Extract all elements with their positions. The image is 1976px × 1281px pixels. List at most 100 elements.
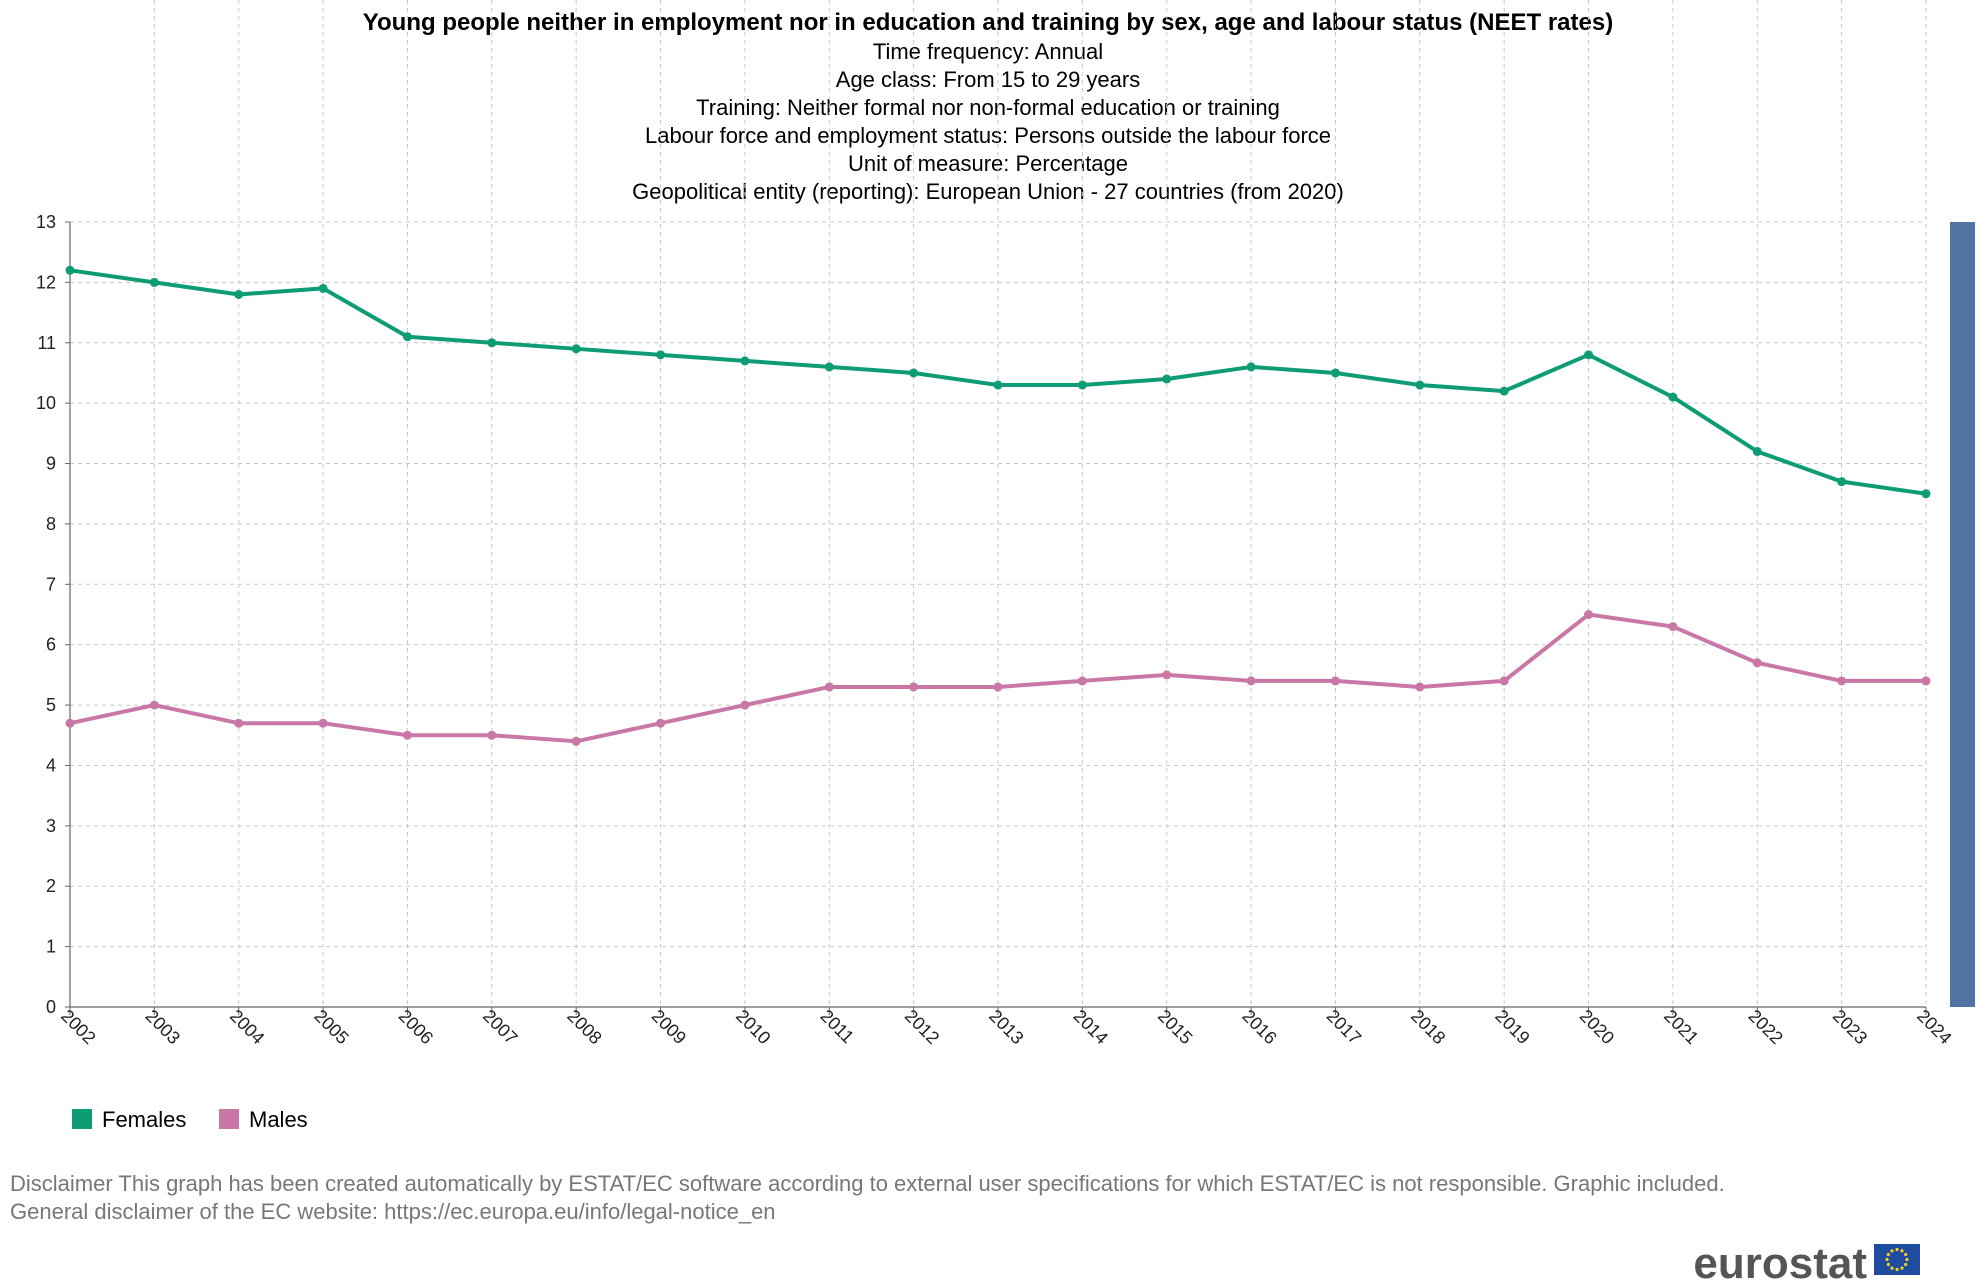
- x-axis-ticks: 2002 2003 2004 2005 2006 2007 2008 2009 2010 2011…: [57, 1006, 1955, 1048]
- y-tick-label: 13: [36, 212, 56, 232]
- vertical-scrollbar[interactable]: [1950, 222, 1975, 1007]
- data-point-males[interactable]: [1415, 682, 1425, 692]
- disclaimer-line-1: Disclaimer This graph has been created a…: [10, 1171, 1725, 1196]
- data-point-males[interactable]: [1077, 676, 1087, 686]
- data-point-males[interactable]: [234, 718, 244, 728]
- data-point-females[interactable]: [1330, 368, 1340, 378]
- data-point-males[interactable]: [318, 718, 328, 728]
- data-point-males[interactable]: [571, 736, 581, 746]
- x-tick-label: 2022: [1744, 1006, 1786, 1048]
- data-point-males[interactable]: [65, 718, 75, 728]
- chart-title: Young people neither in employment nor i…: [363, 9, 1613, 36]
- series-points: [65, 265, 1931, 746]
- data-point-males[interactable]: [149, 700, 159, 710]
- flag-star: [1886, 1262, 1890, 1267]
- flag-star: [1904, 1262, 1908, 1267]
- data-point-males[interactable]: [656, 718, 666, 728]
- data-point-males[interactable]: [1330, 676, 1340, 686]
- x-tick-label: 2012: [901, 1006, 943, 1048]
- chart-subtitles: Time frequency: Annual Age class: From 15…: [632, 39, 1344, 204]
- data-point-females[interactable]: [318, 283, 328, 293]
- data-point-females[interactable]: [1162, 374, 1172, 384]
- data-point-females[interactable]: [824, 362, 834, 372]
- y-tick-label: 5: [46, 695, 56, 715]
- data-point-females[interactable]: [1415, 380, 1425, 390]
- data-point-females[interactable]: [1837, 477, 1847, 487]
- data-point-females[interactable]: [234, 289, 244, 299]
- x-tick-label: 2016: [1238, 1006, 1280, 1048]
- y-tick-label: 4: [46, 755, 56, 775]
- legend: Females Males: [72, 1107, 308, 1132]
- flag-star: [1900, 1249, 1904, 1253]
- data-point-males[interactable]: [1921, 676, 1931, 686]
- data-point-females[interactable]: [402, 332, 412, 342]
- x-tick-label: 2011: [816, 1006, 858, 1048]
- data-point-males[interactable]: [1162, 670, 1172, 680]
- data-point-females[interactable]: [487, 338, 497, 348]
- data-point-females[interactable]: [571, 344, 581, 354]
- data-point-males[interactable]: [1668, 622, 1678, 632]
- y-tick-label: 3: [46, 816, 56, 836]
- x-tick-label: 2007: [479, 1006, 521, 1048]
- x-tick-label: 2003: [142, 1006, 184, 1048]
- data-point-females[interactable]: [1668, 392, 1678, 402]
- data-point-females[interactable]: [65, 265, 75, 275]
- x-tick-label: 2021: [1660, 1006, 1702, 1048]
- chart-subtitle-line: Unit of measure: Percentage: [848, 151, 1128, 176]
- chart-subtitle-line: Geopolitical entity (reporting): Europea…: [632, 179, 1344, 204]
- chart-subtitle-line: Labour force and employment status: Pers…: [645, 123, 1331, 148]
- flag-star: [1904, 1252, 1908, 1257]
- data-point-females[interactable]: [1246, 362, 1256, 372]
- data-point-males[interactable]: [740, 700, 750, 710]
- data-point-males[interactable]: [824, 682, 834, 692]
- chart-subtitle-line: Time frequency: Annual: [873, 39, 1103, 64]
- legend-label-males[interactable]: Males: [249, 1107, 308, 1132]
- data-point-females[interactable]: [909, 368, 919, 378]
- data-point-females[interactable]: [656, 350, 666, 360]
- data-point-females[interactable]: [740, 356, 750, 366]
- x-tick-label: 2015: [1154, 1006, 1196, 1048]
- data-point-males[interactable]: [1246, 676, 1256, 686]
- data-point-males[interactable]: [402, 730, 412, 740]
- x-tick-label: 2019: [1491, 1006, 1533, 1048]
- y-tick-label: 8: [46, 514, 56, 534]
- legend-label-females[interactable]: Females: [102, 1107, 186, 1132]
- data-point-females[interactable]: [1752, 446, 1762, 456]
- x-tick-label: 2014: [1070, 1006, 1112, 1048]
- chart-subtitle-line: Age class: From 15 to 29 years: [836, 67, 1140, 92]
- data-point-females[interactable]: [1921, 489, 1931, 499]
- data-point-males[interactable]: [1499, 676, 1509, 686]
- data-point-males[interactable]: [1837, 676, 1847, 686]
- data-point-males[interactable]: [1752, 658, 1762, 668]
- data-point-females[interactable]: [1499, 386, 1509, 396]
- legend-swatch-females[interactable]: [72, 1109, 92, 1129]
- x-tick-label: 2023: [1829, 1006, 1871, 1048]
- data-point-males[interactable]: [909, 682, 919, 692]
- data-point-females[interactable]: [1584, 350, 1594, 360]
- data-point-males[interactable]: [1584, 610, 1594, 619]
- legend-swatch-males[interactable]: [219, 1109, 239, 1129]
- flag-star: [1886, 1252, 1890, 1257]
- data-point-females[interactable]: [149, 277, 159, 287]
- x-tick-label: 2006: [395, 1006, 437, 1048]
- x-tick-label: 2009: [648, 1006, 690, 1048]
- x-tick-label: 2008: [563, 1006, 605, 1048]
- y-tick-label: 10: [36, 393, 56, 413]
- y-tick-label: 1: [46, 937, 56, 957]
- y-tick-label: 0: [46, 997, 56, 1017]
- x-tick-label: 2017: [1323, 1006, 1365, 1048]
- data-point-females[interactable]: [1077, 380, 1087, 390]
- data-point-males[interactable]: [993, 682, 1003, 692]
- flag-star: [1890, 1266, 1894, 1270]
- data-point-females[interactable]: [993, 380, 1003, 390]
- flag-star: [1885, 1257, 1889, 1262]
- eu-flag-icon: [1874, 1244, 1920, 1275]
- data-point-males[interactable]: [487, 730, 497, 740]
- x-tick-label: 2004: [226, 1006, 268, 1048]
- y-tick-label: 7: [46, 574, 56, 594]
- axes: [65, 221, 1926, 1008]
- x-tick-label: 2002: [57, 1006, 99, 1048]
- y-tick-label: 12: [36, 272, 56, 292]
